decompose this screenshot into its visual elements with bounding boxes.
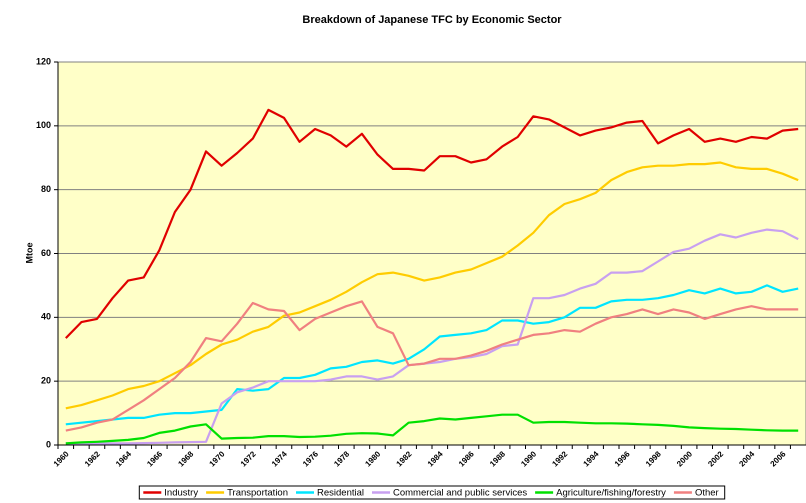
x-tick-label: 2002 — [706, 449, 725, 468]
x-tick-label: 1982 — [395, 449, 414, 468]
series-line — [65, 108, 799, 339]
x-tick-label: 1978 — [332, 449, 351, 468]
x-tick-label: 1964 — [114, 449, 133, 468]
legend: Industry Transportation Residential Commerc… — [138, 485, 726, 500]
x-tick-label: 2000 — [675, 449, 694, 468]
legend-label: Residential — [317, 488, 364, 499]
series-line — [65, 228, 799, 445]
x-tick-label: 1960 — [52, 449, 71, 468]
legend-box — [138, 485, 726, 500]
legend-label: Transportation — [227, 488, 288, 499]
x-tick-label: 1980 — [363, 449, 382, 468]
x-tick-label: 1966 — [145, 449, 164, 468]
x-tick-label: 1962 — [83, 449, 102, 468]
x-tick-label: 1990 — [519, 449, 538, 468]
x-tick-label: 2004 — [737, 449, 756, 468]
x-tick-label: 1996 — [613, 449, 632, 468]
y-tick-label: 100 — [36, 120, 51, 130]
y-tick-label: 20 — [41, 376, 51, 386]
series-line — [65, 300, 799, 432]
legend-label: Agriculture/fishing/forestry — [556, 488, 666, 499]
series-line — [65, 413, 799, 445]
legend-label: Industry — [164, 488, 198, 499]
x-tick-label: 1994 — [582, 449, 601, 468]
y-tick-label: 80 — [41, 184, 51, 194]
series-line — [65, 284, 799, 426]
x-tick-label: 2006 — [769, 449, 788, 468]
x-tick-label: 1974 — [270, 449, 289, 468]
x-tick-label: 1970 — [208, 449, 227, 468]
x-tick-label: 1986 — [457, 449, 476, 468]
chart-title: Breakdown of Japanese TFC by Economic Se… — [302, 14, 562, 26]
x-tick-label: 1968 — [176, 449, 195, 468]
legend-label: Commercial and public services — [393, 488, 527, 499]
y-tick-label: 40 — [41, 312, 51, 322]
x-tick-label: 1972 — [239, 449, 258, 468]
x-tick-label: 1992 — [550, 449, 569, 468]
x-tick-label: 1988 — [488, 449, 507, 468]
y-tick-label: 0 — [46, 439, 51, 449]
x-tick-label: 1998 — [644, 449, 663, 468]
x-tick-label: 1976 — [301, 449, 320, 468]
x-tick-label: 1984 — [426, 449, 445, 468]
y-tick-label: 120 — [36, 56, 51, 66]
y-tick-label: 60 — [41, 248, 51, 258]
y-axis-label: Mtoe — [24, 243, 34, 264]
series-line — [65, 161, 799, 410]
legend-label: Other — [695, 488, 719, 499]
